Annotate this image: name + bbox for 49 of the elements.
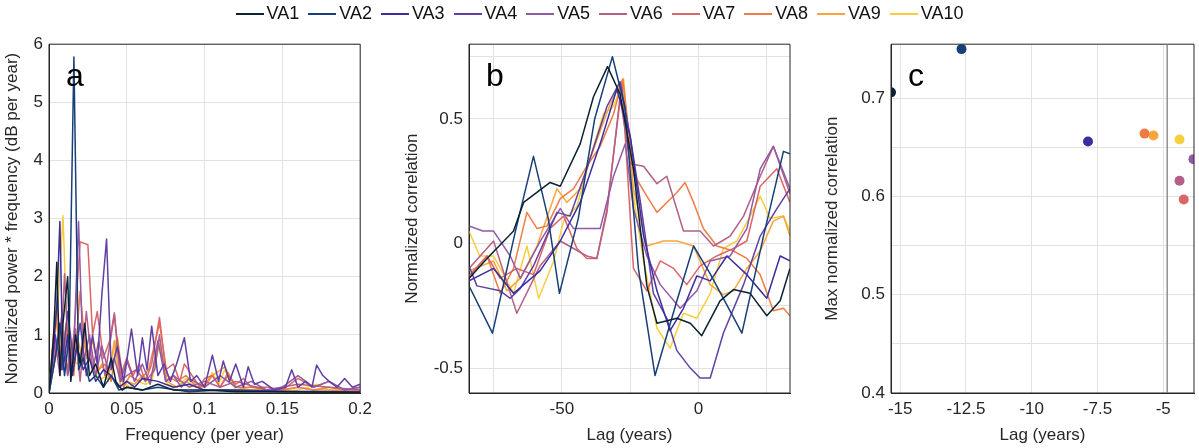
legend-label: VA1 (266, 3, 300, 24)
y-tick-label: 0.5 (861, 284, 885, 304)
y-axis-title: Normalized power * frequency (dB per year) (1, 52, 21, 385)
y-tick-label: 0.7 (861, 87, 885, 107)
x-tick-label: 0.1 (192, 398, 217, 418)
x-axis-title: Frequency (per year) (125, 425, 284, 445)
y-tick-label: 0.6 (861, 186, 885, 206)
x-tick-label: 0 (693, 398, 704, 418)
y-tick-label: 0.4 (861, 382, 885, 402)
x-tick-label: -10 (1019, 398, 1045, 418)
x-tick-label: 0.15 (265, 398, 299, 418)
legend-label: VA3 (411, 3, 445, 24)
legend-label: VA2 (339, 3, 372, 24)
legend-label: VA6 (629, 3, 663, 24)
y-tick-label: 4 (33, 150, 43, 170)
y-tick-label: -0.5 (433, 357, 463, 377)
y-tick-label: 6 (33, 33, 43, 53)
x-axis-title: Lag (years) (586, 425, 673, 445)
point (1139, 128, 1150, 139)
y-tick-label: 5 (33, 92, 43, 112)
legend-label: VA8 (775, 3, 809, 24)
x-tick-label: -15 (887, 398, 913, 418)
legend-label: VA10 (920, 3, 964, 24)
x-tick-label: -50 (549, 398, 575, 418)
x-tick-label: 0.05 (110, 398, 144, 418)
point (1174, 175, 1185, 186)
y-tick-label: 0 (33, 382, 43, 402)
y-axis-title: Normalized correlation (401, 133, 421, 304)
x-tick-label: 0.2 (348, 398, 372, 418)
legend-label: VA7 (702, 3, 736, 24)
point (956, 44, 967, 55)
x-axis-title: Lag (years) (999, 425, 1086, 445)
y-tick-label: 0 (453, 233, 463, 253)
y-tick-label: 2 (33, 266, 43, 286)
y-tick-label: 0.5 (439, 108, 463, 128)
annotation: c (908, 57, 924, 94)
x-tick-label: -12.5 (946, 398, 986, 418)
x-tick-label: -7.5 (1082, 398, 1113, 418)
legend-label: VA5 (557, 3, 590, 24)
x-tick-label: -5 (1155, 398, 1171, 418)
point (1178, 194, 1189, 205)
legend-label: VA9 (848, 3, 881, 24)
y-tick-label: 1 (33, 324, 43, 344)
annotation: b (486, 57, 504, 94)
point (1083, 136, 1093, 147)
legend-label: VA4 (484, 3, 518, 24)
point (1174, 134, 1185, 145)
y-axis-title: Max normalized correlation (821, 116, 841, 321)
y-tick-label: 3 (33, 208, 43, 228)
